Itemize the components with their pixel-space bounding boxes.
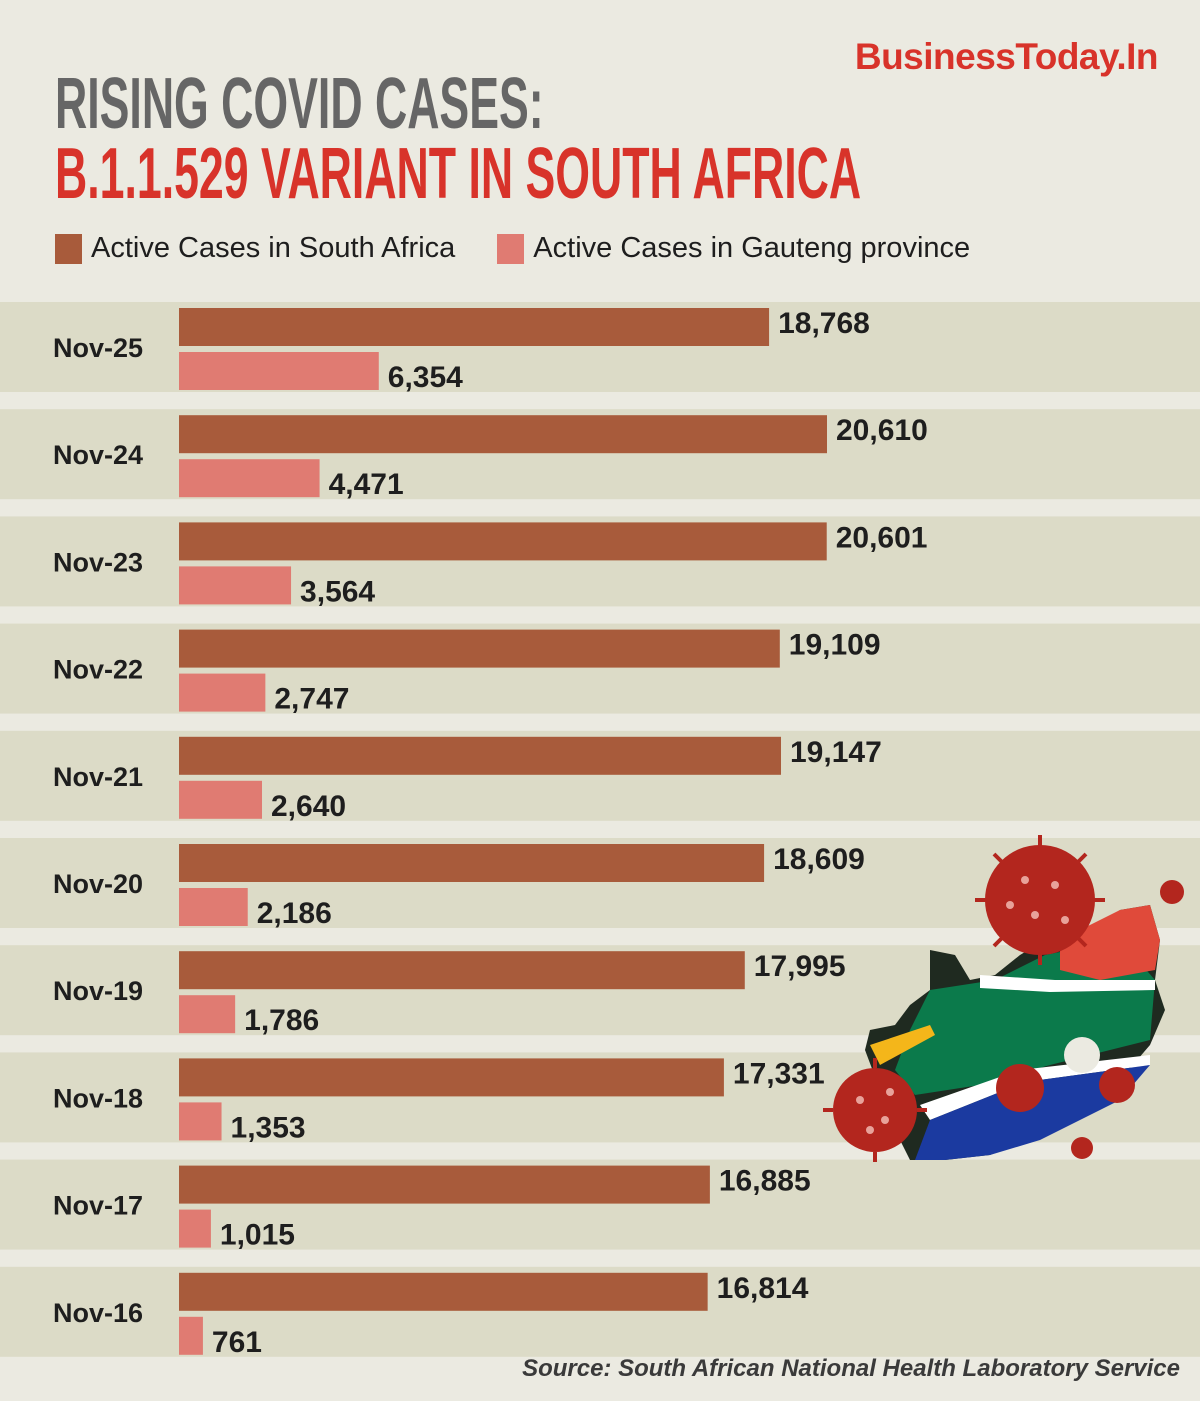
legend: Active Cases in South Africa Active Case… (55, 232, 1012, 265)
bar (179, 522, 827, 561)
bar (179, 736, 782, 775)
bar (179, 1209, 211, 1248)
bar (179, 352, 379, 390)
legend-swatch-south-africa (55, 233, 82, 264)
data-label: 2,640 (271, 790, 346, 823)
south-africa-flag-map-icon (823, 835, 1184, 1162)
legend-swatch-gauteng (497, 233, 525, 264)
bar (179, 673, 266, 712)
bar (179, 1316, 203, 1355)
legend-label-gauteng: Active Cases in Gauteng province (533, 232, 971, 264)
bar (179, 415, 827, 454)
category-label: Nov-23 (53, 547, 143, 577)
source-note: Source: South African National Health La… (522, 1355, 1180, 1382)
legend-item-gauteng: Active Cases in Gauteng province (497, 232, 970, 265)
data-label: 18,609 (773, 843, 865, 876)
data-label: 20,610 (836, 414, 928, 447)
data-label: 17,331 (733, 1057, 825, 1090)
brand-logo: BusinessToday.In (854, 36, 1159, 77)
bar (179, 1165, 710, 1204)
category-label: Nov-19 (53, 976, 143, 1006)
legend-item-south-africa: Active Cases in South Africa (55, 232, 455, 265)
data-label: 6,354 (388, 361, 463, 394)
bar (179, 780, 263, 819)
category-label: Nov-18 (53, 1083, 143, 1113)
data-label: 18,768 (778, 307, 870, 340)
bar (179, 844, 765, 882)
legend-label-south-africa: Active Cases in South Africa (91, 232, 456, 264)
category-label: Nov-25 (53, 333, 143, 363)
data-label: 2,186 (257, 897, 332, 930)
category-label: Nov-22 (53, 655, 143, 685)
data-label: 2,747 (274, 683, 349, 716)
bar (179, 995, 236, 1034)
bar (179, 1058, 724, 1097)
data-label: 1,786 (244, 1004, 319, 1037)
data-label: 4,471 (329, 468, 404, 501)
bar (179, 1272, 708, 1311)
category-label: Nov-24 (53, 440, 143, 470)
bar (179, 951, 745, 990)
data-label: 1,015 (220, 1219, 295, 1252)
bar (179, 459, 320, 498)
category-label: Nov-21 (53, 762, 143, 792)
category-label: Nov-17 (53, 1191, 143, 1221)
bar (179, 566, 292, 605)
category-label: Nov-20 (53, 869, 143, 899)
data-label: 20,601 (836, 521, 928, 554)
title-line-1: RISING COVID CASES: (55, 64, 544, 144)
data-label: 761 (212, 1326, 262, 1359)
data-label: 1,353 (231, 1111, 306, 1144)
bar (179, 629, 780, 668)
bar (179, 888, 248, 926)
bar (179, 308, 770, 346)
data-label: 19,147 (790, 736, 882, 769)
category-label: Nov-16 (53, 1298, 143, 1328)
data-label: 3,564 (300, 575, 375, 608)
data-label: 19,109 (789, 629, 881, 662)
data-label: 16,814 (717, 1272, 809, 1305)
data-label: 16,885 (719, 1165, 811, 1198)
title-line-2: B.1.1.529 VARIANT IN SOUTH AFRICA (55, 134, 862, 214)
data-label: 17,995 (754, 950, 846, 983)
bar (179, 1102, 222, 1141)
